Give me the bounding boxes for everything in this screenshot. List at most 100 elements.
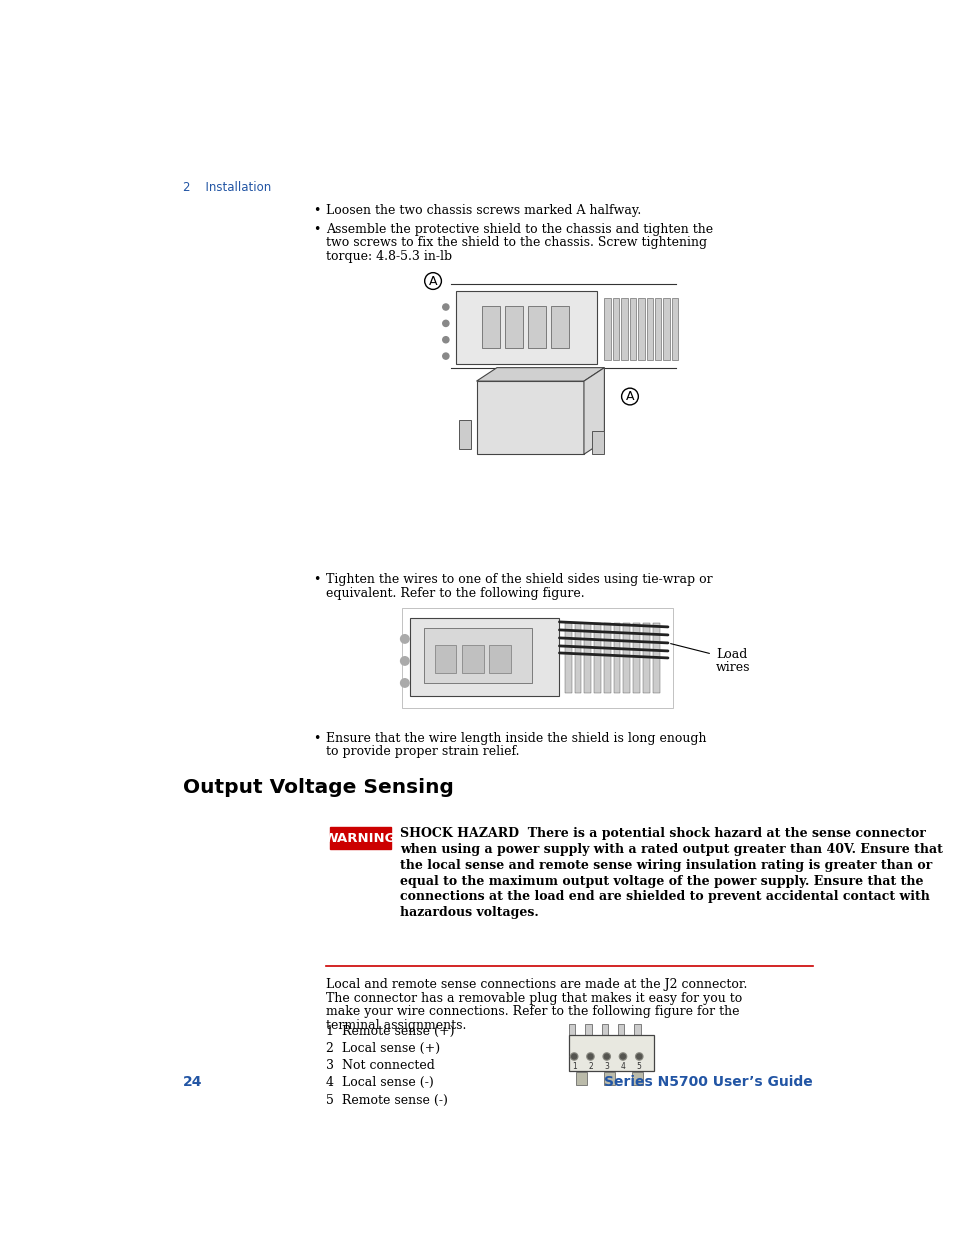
Text: Loosen the two chassis screws marked A halfway.: Loosen the two chassis screws marked A h…	[326, 204, 640, 216]
Bar	[646, 299, 652, 359]
Circle shape	[587, 1053, 593, 1058]
Bar	[604, 299, 610, 359]
Bar	[425, 272, 680, 464]
Bar	[652, 622, 659, 693]
Text: •: •	[313, 222, 320, 236]
Text: equivalent. Refer to the following figure.: equivalent. Refer to the following figur…	[326, 587, 584, 600]
Bar	[662, 299, 669, 359]
Text: Series N5700 User’s Guide: Series N5700 User’s Guide	[603, 1074, 812, 1088]
Bar	[489, 645, 510, 673]
Text: •: •	[313, 204, 320, 216]
Bar	[633, 622, 639, 693]
Bar	[574, 622, 580, 693]
Bar	[456, 290, 597, 364]
Circle shape	[637, 1053, 641, 1058]
Text: make your wire connections. Refer to the following figure for the: make your wire connections. Refer to the…	[326, 1005, 739, 1018]
Bar	[568, 1035, 654, 1071]
Text: 3: 3	[603, 1062, 609, 1071]
Circle shape	[442, 337, 449, 343]
Bar	[634, 1024, 639, 1035]
Text: two screws to fix the shield to the chassis. Screw tightening: two screws to fix the shield to the chas…	[326, 236, 706, 249]
Bar	[476, 382, 583, 454]
Bar	[330, 827, 390, 848]
Text: The connector has a removable plug that makes it easy for you to: The connector has a removable plug that …	[326, 992, 741, 1005]
Text: 5: 5	[637, 1062, 641, 1071]
Text: 5  Remote sense (-): 5 Remote sense (-)	[326, 1094, 448, 1107]
Text: Output Voltage Sensing: Output Voltage Sensing	[183, 778, 454, 797]
Text: hazardous voltages.: hazardous voltages.	[399, 906, 538, 919]
Bar	[481, 306, 499, 348]
Text: Tighten the wires to one of the shield sides using tie-wrap or: Tighten the wires to one of the shield s…	[326, 573, 712, 587]
Text: terminal assignments.: terminal assignments.	[326, 1019, 466, 1031]
Bar	[623, 622, 630, 693]
Text: Assemble the protective shield to the chassis and tighten the: Assemble the protective shield to the ch…	[326, 222, 713, 236]
Text: the local sense and remote sense wiring insulation rating is greater than or: the local sense and remote sense wiring …	[399, 858, 931, 872]
Circle shape	[571, 1053, 576, 1058]
Text: 24: 24	[183, 1074, 202, 1088]
Bar	[564, 622, 571, 693]
Text: connections at the load end are shielded to prevent accidental contact with: connections at the load end are shielded…	[399, 890, 929, 904]
Text: 2    Installation: 2 Installation	[183, 180, 271, 194]
Circle shape	[586, 1053, 594, 1060]
Text: 4  Local sense (-): 4 Local sense (-)	[326, 1077, 434, 1089]
Circle shape	[442, 353, 449, 359]
Text: •: •	[313, 732, 320, 745]
Circle shape	[603, 1053, 609, 1058]
Circle shape	[400, 635, 409, 643]
Text: wires: wires	[716, 661, 750, 674]
Bar	[629, 299, 636, 359]
Circle shape	[442, 304, 449, 310]
Text: 1  Remote sense (+): 1 Remote sense (+)	[326, 1025, 455, 1037]
Bar	[550, 306, 568, 348]
Bar	[504, 306, 522, 348]
Bar	[584, 622, 591, 693]
Bar	[601, 1024, 607, 1035]
Bar	[402, 608, 673, 708]
Text: when using a power supply with a rated output greater than 40V. Ensure that: when using a power supply with a rated o…	[399, 844, 942, 856]
Bar	[576, 1072, 587, 1086]
Text: A: A	[428, 274, 436, 288]
Text: 3  Not connected: 3 Not connected	[326, 1060, 435, 1072]
Bar	[655, 299, 660, 359]
Circle shape	[442, 320, 449, 326]
Bar	[585, 1024, 591, 1035]
Text: 2: 2	[587, 1062, 592, 1071]
Text: to provide proper strain relief.: to provide proper strain relief.	[326, 746, 519, 758]
Circle shape	[400, 657, 409, 666]
Bar	[564, 1014, 658, 1087]
Circle shape	[602, 1053, 610, 1060]
Circle shape	[635, 1053, 642, 1060]
Bar	[458, 420, 471, 448]
Text: 2  Local sense (+): 2 Local sense (+)	[326, 1042, 440, 1055]
Text: torque: 4.8-5.3 in-lb: torque: 4.8-5.3 in-lb	[326, 249, 452, 263]
Text: Ensure that the wire length inside the shield is long enough: Ensure that the wire length inside the s…	[326, 732, 706, 745]
Circle shape	[618, 1053, 626, 1060]
Polygon shape	[583, 368, 604, 454]
Polygon shape	[476, 368, 604, 382]
Text: equal to the maximum output voltage of the power supply. Ensure that the: equal to the maximum output voltage of t…	[399, 874, 923, 888]
Text: •: •	[313, 573, 320, 587]
Bar	[603, 622, 610, 693]
Bar	[410, 618, 558, 697]
Bar	[603, 1072, 615, 1086]
Text: SHOCK HAZARD  There is a potential shock hazard at the sense connector: SHOCK HAZARD There is a potential shock …	[399, 827, 924, 840]
Bar	[620, 299, 627, 359]
Bar	[423, 627, 532, 683]
Bar	[461, 645, 483, 673]
Bar	[527, 306, 545, 348]
Bar	[591, 431, 604, 454]
Circle shape	[400, 679, 409, 687]
Bar	[671, 299, 678, 359]
Bar	[594, 622, 600, 693]
Text: 4: 4	[619, 1062, 625, 1071]
Bar	[642, 622, 649, 693]
Text: Local and remote sense connections are made at the J2 connector.: Local and remote sense connections are m…	[326, 978, 747, 992]
Bar	[569, 1024, 575, 1035]
Circle shape	[570, 1053, 578, 1060]
Bar	[402, 608, 673, 708]
Bar	[638, 299, 644, 359]
Text: Load: Load	[716, 647, 746, 661]
Bar	[435, 645, 456, 673]
Text: 1: 1	[571, 1062, 576, 1071]
Circle shape	[619, 1053, 625, 1058]
